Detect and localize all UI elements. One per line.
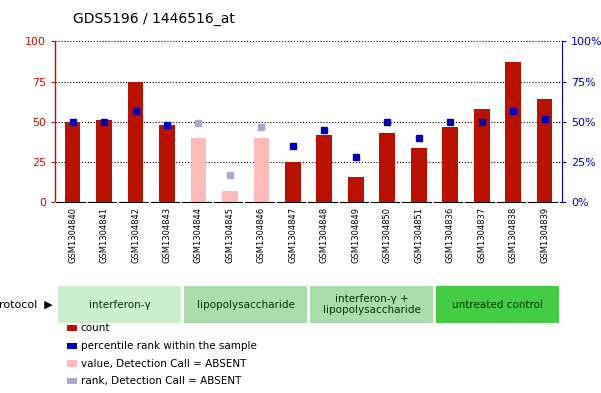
Bar <box>222 191 238 202</box>
Text: interferon-γ +
lipopolysaccharide: interferon-γ + lipopolysaccharide <box>323 294 421 315</box>
Bar <box>474 109 490 202</box>
Text: GSM1304837: GSM1304837 <box>477 207 486 263</box>
Text: GSM1304839: GSM1304839 <box>540 207 549 263</box>
Bar <box>65 122 81 202</box>
FancyBboxPatch shape <box>436 286 559 323</box>
Text: GSM1304850: GSM1304850 <box>383 207 392 263</box>
Text: GDS5196 / 1446516_at: GDS5196 / 1446516_at <box>73 12 235 26</box>
Bar <box>411 148 427 202</box>
Text: untreated control: untreated control <box>452 299 543 310</box>
Text: count: count <box>81 323 110 333</box>
Bar <box>537 99 552 202</box>
Text: GSM1304841: GSM1304841 <box>100 207 109 263</box>
Bar <box>191 138 206 202</box>
Text: GSM1304847: GSM1304847 <box>288 207 297 263</box>
Text: GSM1304848: GSM1304848 <box>320 207 329 263</box>
Text: protocol  ▶: protocol ▶ <box>0 299 52 310</box>
Text: lipopolysaccharide: lipopolysaccharide <box>197 299 294 310</box>
Bar <box>348 176 364 202</box>
FancyBboxPatch shape <box>58 286 181 323</box>
Bar <box>96 120 112 202</box>
Bar <box>505 62 521 202</box>
Text: value, Detection Call = ABSENT: value, Detection Call = ABSENT <box>81 358 246 369</box>
Text: GSM1304849: GSM1304849 <box>352 207 361 263</box>
Bar <box>442 127 458 202</box>
FancyBboxPatch shape <box>310 286 433 323</box>
FancyBboxPatch shape <box>185 286 307 323</box>
Bar <box>317 135 332 202</box>
Text: GSM1304845: GSM1304845 <box>225 207 234 263</box>
Bar <box>285 162 300 202</box>
Bar <box>127 82 144 202</box>
Text: GSM1304838: GSM1304838 <box>508 207 517 263</box>
Bar <box>159 125 175 202</box>
Text: GSM1304842: GSM1304842 <box>131 207 140 263</box>
Text: GSM1304846: GSM1304846 <box>257 207 266 263</box>
Text: GSM1304843: GSM1304843 <box>162 207 171 263</box>
Text: GSM1304840: GSM1304840 <box>68 207 77 263</box>
Text: percentile rank within the sample: percentile rank within the sample <box>81 341 257 351</box>
Text: GSM1304851: GSM1304851 <box>414 207 423 263</box>
Bar <box>254 138 269 202</box>
Text: rank, Detection Call = ABSENT: rank, Detection Call = ABSENT <box>81 376 241 386</box>
Bar <box>379 133 395 202</box>
Text: interferon-γ: interferon-γ <box>89 299 151 310</box>
Text: GSM1304844: GSM1304844 <box>194 207 203 263</box>
Text: GSM1304836: GSM1304836 <box>446 207 455 263</box>
